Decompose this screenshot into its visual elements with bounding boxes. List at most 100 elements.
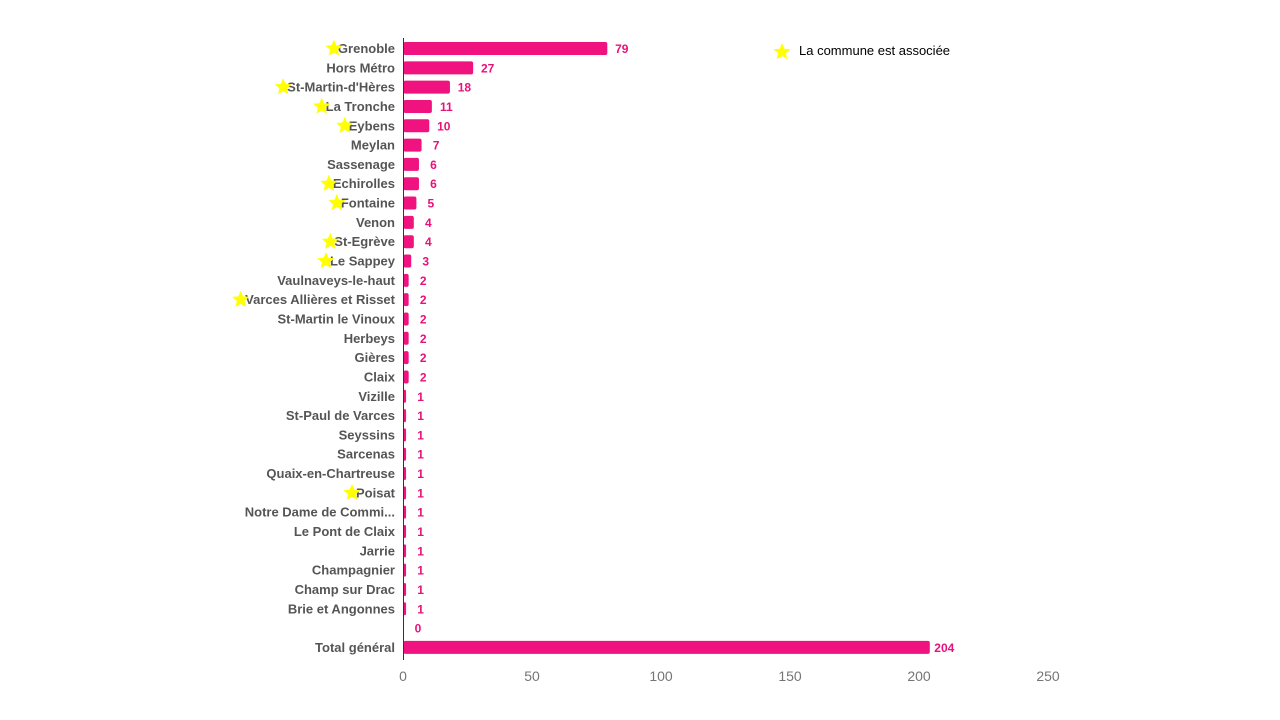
value-label-notre-dame-de-commi: 1 [417, 506, 424, 520]
bar-echirolles [403, 177, 419, 191]
category-label-hors-m-tro: Hors Métro [326, 60, 395, 75]
category-label-seyssins: Seyssins [339, 427, 395, 442]
legend: La commune est associée [773, 43, 950, 60]
value-label-seyssins: 1 [417, 428, 424, 442]
value-label-eybens: 10 [437, 119, 451, 133]
bar-st-egr-ve [403, 235, 414, 249]
star-icon [336, 116, 354, 134]
x-tick-label: 50 [524, 668, 540, 684]
category-label-st-martin-d-h-res: St-Martin-d'Hères [287, 80, 395, 95]
bar-le-pont-de-claix [403, 525, 407, 538]
bar-st-paul-de-varces [403, 409, 407, 423]
category-label-notre-dame-de-commi: Notre Dame de Commi... [245, 505, 395, 520]
category-label-meylan: Meylan [351, 138, 395, 153]
category-label-sassenage: Sassenage [327, 157, 395, 172]
category-label-sarcenas: Sarcenas [337, 447, 395, 462]
value-label-varces-alli-res-et-risset: 2 [420, 293, 427, 307]
value-label-vaulnaveys-le-haut: 2 [420, 274, 427, 288]
star-icon [325, 39, 343, 56]
category-label-total-g-n-ral: Total général [315, 640, 395, 655]
category-label-champagnier: Champagnier [312, 563, 395, 578]
bar-grenoble [403, 42, 608, 55]
bar-brie-et-angonnes [403, 602, 407, 616]
x-axis-ticks: 0 50 100 150 200 250 [399, 668, 1060, 684]
value-label-venon: 4 [425, 216, 432, 230]
value-label-le-sappey: 3 [422, 255, 429, 269]
x-tick-label: 0 [399, 668, 407, 684]
value-label-hors-m-tro: 27 [481, 61, 495, 75]
category-label-quaix-en-chartreuse: Quaix-en-Chartreuse [266, 466, 395, 481]
value-label-sassenage: 6 [430, 158, 437, 172]
value-label-champagnier: 1 [417, 564, 424, 578]
value-label-st-paul-de-varces: 1 [417, 409, 424, 423]
category-label-grenoble: Grenoble [338, 41, 395, 56]
value-label-le-pont-de-claix: 1 [417, 525, 424, 539]
star-icon [321, 232, 339, 249]
value-label-blank: 0 [415, 622, 422, 636]
bar-vaulnaveys-le-haut [403, 273, 409, 287]
category-label-vizille: Vizille [358, 389, 395, 404]
bar-la-tronche [403, 99, 432, 113]
bar-seyssins [403, 428, 407, 442]
star-icon [328, 194, 346, 211]
category-label-poisat: Poisat [356, 485, 396, 500]
value-label-poisat: 1 [417, 486, 424, 500]
bar-le-sappey [403, 254, 412, 268]
category-label-varces-alli-res-et-risset: Varces Allières et Risset [245, 292, 396, 307]
category-label-st-martin-le-vinoux: St-Martin le Vinoux [278, 311, 396, 326]
bar-champagnier [403, 563, 407, 577]
category-label-claix: Claix [364, 369, 396, 384]
category-label-herbeys: Herbeys [344, 331, 395, 346]
legend-label: La commune est associée [799, 43, 950, 58]
bar-st-martin-d-h-res [403, 80, 450, 94]
value-label-herbeys: 2 [420, 332, 427, 346]
category-label-champ-sur-drac: Champ sur Drac [295, 582, 395, 597]
value-label-vizille: 1 [417, 390, 424, 404]
bar-varces-alli-res-et-risset [403, 293, 409, 307]
value-label-brie-et-angonnes: 1 [417, 602, 424, 616]
value-label-la-tronche: 11 [440, 100, 453, 114]
category-label-fontaine: Fontaine [341, 196, 395, 211]
category-label-echirolles: Echirolles [333, 176, 395, 191]
value-label-st-egr-ve: 4 [425, 235, 432, 249]
category-label-le-pont-de-claix: Le Pont de Claix [294, 524, 396, 539]
bar-vizille [403, 389, 407, 403]
bar-claix [403, 370, 409, 384]
star-icon [313, 97, 331, 114]
star-icon [232, 290, 250, 307]
category-label-vaulnaveys-le-haut: Vaulnaveys-le-haut [277, 273, 395, 288]
bar-notre-dame-de-commi [403, 505, 407, 519]
star-icon [773, 43, 791, 60]
value-label-quaix-en-chartreuse: 1 [417, 467, 424, 481]
category-label-eybens: Eybens [349, 118, 395, 133]
category-label-le-sappey: Le Sappey [330, 254, 396, 269]
value-label-grenoble: 79 [615, 42, 629, 56]
star-icon [320, 174, 338, 192]
value-label-st-martin-le-vinoux: 2 [420, 312, 427, 326]
bar-quaix-en-chartreuse [403, 467, 407, 481]
star-icon [317, 252, 335, 269]
value-label-gi-res: 2 [420, 351, 427, 365]
bar-jarrie [403, 544, 407, 558]
bar-meylan [403, 138, 422, 152]
bar-venon [403, 215, 414, 229]
category-label-gi-res: Gières [355, 350, 395, 365]
bar-st-martin-le-vinoux [403, 312, 409, 326]
value-label-champ-sur-drac: 1 [417, 583, 424, 597]
star-icon [343, 483, 361, 501]
value-label-total-g-n-ral: 204 [934, 641, 954, 655]
bar-champ-sur-drac [403, 582, 407, 596]
bar-sarcenas [403, 447, 407, 461]
category-label-st-paul-de-varces: St-Paul de Varces [286, 408, 395, 423]
value-label-st-martin-d-h-res: 18 [458, 81, 472, 95]
bar-sassenage [403, 157, 419, 171]
x-tick-label: 200 [907, 668, 931, 684]
bar-herbeys [403, 331, 409, 345]
x-tick-label: 150 [778, 668, 802, 684]
value-label-fontaine: 5 [428, 197, 435, 211]
star-icon [274, 78, 292, 95]
value-label-jarrie: 1 [417, 544, 424, 558]
bar-gi-res [403, 351, 409, 365]
value-label-meylan: 7 [433, 139, 440, 153]
